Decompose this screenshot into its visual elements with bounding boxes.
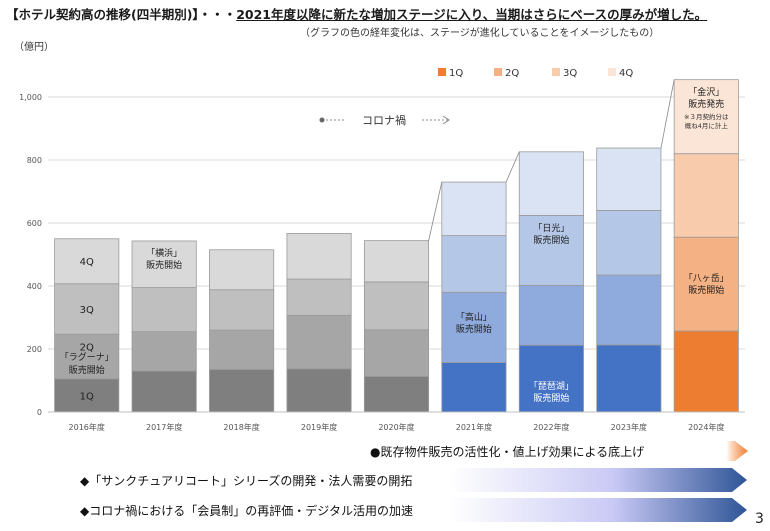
bar-segment-1q (673, 330, 739, 413)
bar-segment-2q (441, 291, 507, 363)
bar-segment-1q (363, 376, 430, 413)
stage-connector-line (660, 79, 675, 149)
y-tick-label: 400 (27, 282, 42, 291)
x-tick-label: 2022年度 (533, 422, 569, 432)
x-tick-label: 2020年度 (378, 422, 414, 432)
y-tick-label: 1,000 (19, 93, 42, 102)
annotation-yatsugatake: 販売開始 (688, 284, 724, 296)
annotation-corona: コロナ禍 (362, 113, 406, 127)
annotation-takayama: 「高山」 (456, 311, 492, 323)
bar-segment-3q (363, 281, 430, 331)
quarter-label: 4Q (80, 257, 94, 268)
annotation-yokohama: 販売開始 (146, 259, 182, 271)
annotation-yokohama: 「横浜」 (146, 247, 182, 259)
bar-segment-4q (596, 147, 662, 211)
title-main: 2021年度以降に新たな増加ステージに入り、当期はさらにベースの厚みが増した。 (236, 7, 708, 22)
bar-segment-3q (209, 289, 275, 331)
annotation-yatsugatake: 「八ヶ岳」 (684, 272, 729, 284)
annotation-kanazawa: 販売発売 (688, 98, 724, 110)
bar-segment-4q (286, 232, 352, 280)
bar-segment-4q (518, 151, 584, 216)
bar-segment-2q (131, 331, 197, 372)
bar-segment-3q (518, 215, 584, 286)
legend-label: 3Q (563, 68, 577, 79)
annotation-rague: 販売開始 (69, 364, 105, 376)
y-unit-label: （億円） (14, 42, 54, 53)
stage-connector-line (505, 151, 520, 183)
corona-dot (319, 117, 325, 123)
quarter-label: 2Q (80, 343, 94, 354)
annotation-biwako: 「琵琶湖」 (529, 381, 574, 392)
annotation-takayama: 販売開始 (456, 323, 492, 335)
bar-segment-4q (131, 240, 197, 288)
arrow-shape-3 (450, 498, 747, 522)
x-tick-label: 2023年度 (611, 422, 647, 432)
bar-segment-3q (596, 209, 662, 276)
bar-segment-3q (286, 278, 352, 316)
x-tick-label: 2019年度 (301, 422, 337, 432)
annotation-nikko: 販売開始 (533, 234, 569, 246)
annotation-nikko: 「日光」 (533, 222, 569, 234)
chart-subtitle: （グラフの色の経年変化は、ステージが進化していることをイメージしたもの） (300, 28, 660, 39)
bar-segment-4q (209, 249, 275, 291)
bar-segment-3q (441, 235, 507, 293)
y-tick-label: 0 (37, 408, 42, 417)
bar-segment-4q (54, 238, 120, 285)
legend-swatch (494, 68, 502, 76)
annotation-kanazawa-note: ※３月契約分は (684, 112, 729, 121)
bar-segment-1q (596, 344, 662, 413)
x-tick-label: 2017年度 (146, 422, 182, 432)
bar-segment-2q (673, 236, 739, 332)
arrow-label-3: ◆コロナ禍における「会員制」の再評価・デジタル活用の加速 (80, 504, 413, 518)
quarter-label: 1Q (80, 391, 94, 402)
bar-segment-1q (54, 378, 120, 413)
arrow-banner-1: ●既存物件販売の活性化・値上げ効果による底上げ (370, 439, 750, 463)
x-tick-label: 2024年度 (688, 422, 724, 432)
bar-segment-2q (286, 314, 352, 370)
annotation-biwako: 販売開始 (533, 392, 569, 404)
legend-swatch (438, 68, 446, 76)
annotation-kanazawa-note: 概ね4月に計上 (685, 121, 729, 130)
bar-segment-2q (596, 274, 662, 346)
legend-swatch (608, 68, 616, 76)
bar-segment-4q (673, 79, 739, 155)
bar-segment-1q (209, 369, 275, 413)
legend-swatch (552, 68, 560, 76)
x-tick-label: 2016年度 (69, 422, 105, 432)
arrow-banner-2: ◆「サンクチュアリコート」シリーズの開発・法人需要の開拓 (70, 468, 750, 492)
page-title: 【ホテル契約高の推移(四半期別)】・・・2021年度以降に新たな増加ステージに入… (6, 4, 707, 23)
arrow-label-2: ◆「サンクチュアリコート」シリーズの開発・法人需要の開拓 (80, 474, 413, 488)
y-tick-label: 200 (27, 345, 42, 354)
bar-segment-2q (363, 329, 430, 377)
legend-label: 2Q (505, 68, 519, 79)
title-prefix: 【ホテル契約高の推移(四半期別)】・・・ (6, 7, 237, 22)
quarter-label: 3Q (80, 305, 94, 316)
bar-segment-2q (518, 284, 584, 346)
page-number: 3 (755, 511, 764, 527)
bar-segment-4q (441, 181, 507, 237)
annotation-rague: 「ラグーナ」 (60, 351, 114, 363)
bar-segment-1q (441, 362, 507, 413)
legend-label: 4Q (619, 68, 633, 79)
bar-segment-1q (518, 344, 584, 413)
bar-segment-4q (363, 240, 430, 283)
x-tick-label: 2018年度 (223, 422, 259, 432)
arrow-shape-2 (450, 468, 747, 492)
arrow-label-1: ●既存物件販売の活性化・値上げ効果による底上げ (370, 445, 645, 459)
arrow-shape-1 (670, 441, 748, 461)
corona-arrowhead (442, 115, 450, 125)
stage-connector-line (428, 181, 443, 241)
annotation-kanazawa: 「金沢」 (688, 86, 724, 98)
bar-segment-3q (673, 153, 739, 238)
x-tick-label: 2021年度 (456, 422, 492, 432)
legend-label: 1Q (449, 68, 463, 79)
y-tick-label: 600 (27, 219, 42, 228)
arrow-banner-3: ◆コロナ禍における「会員制」の再評価・デジタル活用の加速 (70, 498, 750, 522)
bar-segment-1q (131, 370, 197, 413)
bar-segment-2q (209, 329, 275, 370)
bar-segment-3q (131, 287, 197, 333)
bar-segment-1q (286, 368, 352, 413)
y-tick-label: 800 (27, 156, 42, 165)
